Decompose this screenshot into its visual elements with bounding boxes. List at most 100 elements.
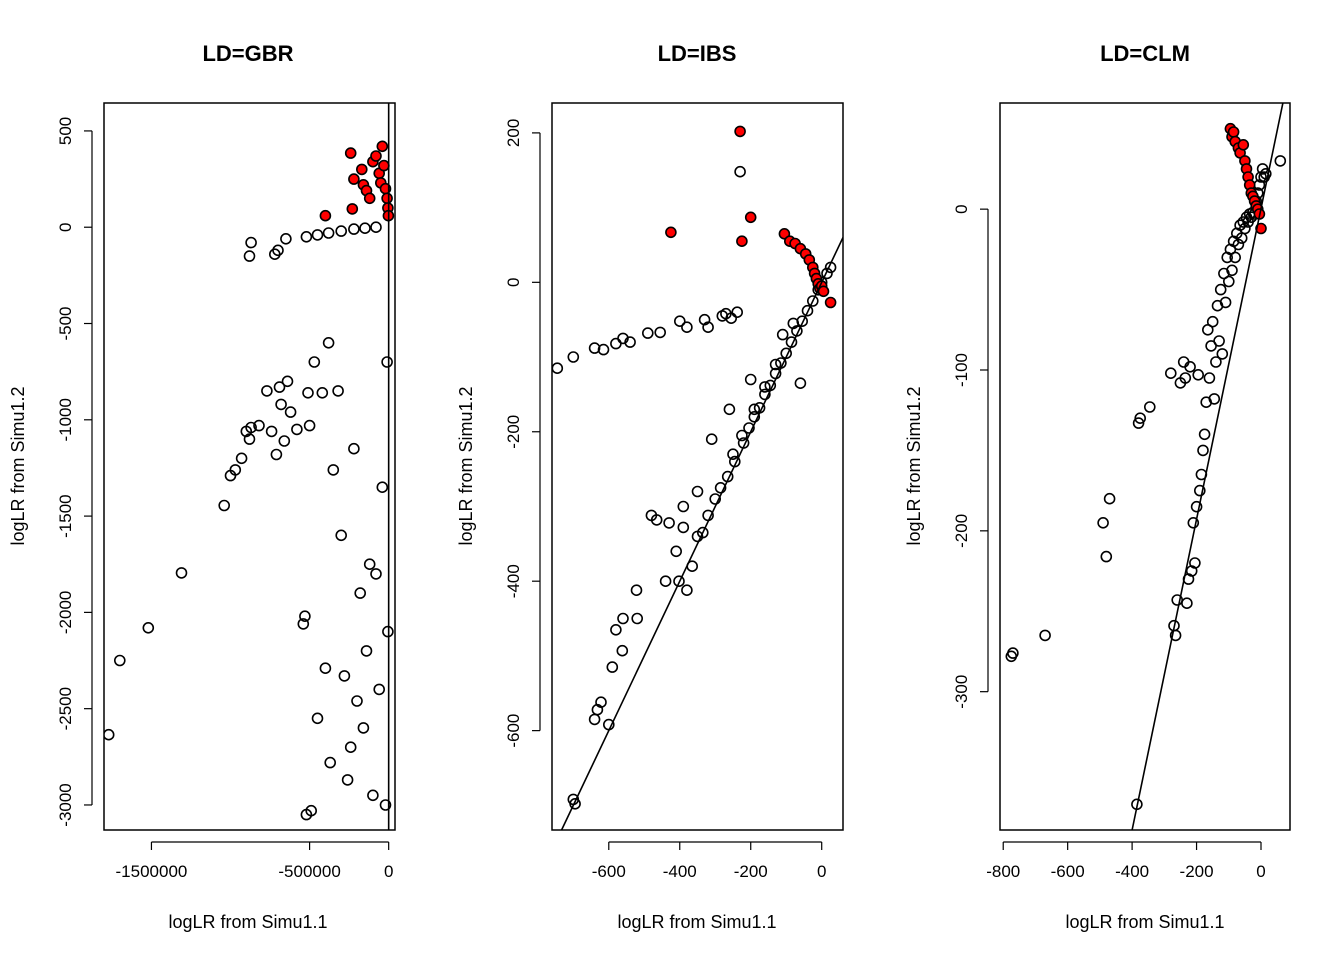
data-point	[659, 575, 672, 588]
x-tick-label: -400	[1115, 862, 1149, 881]
data-point	[681, 584, 693, 597]
data-point	[253, 419, 265, 432]
data-point	[243, 250, 256, 262]
data-point	[1239, 222, 1251, 235]
data-point	[235, 452, 248, 465]
highlight-point	[736, 235, 748, 247]
data-point	[175, 567, 188, 579]
data-point	[1274, 155, 1287, 167]
data-point	[303, 419, 316, 432]
x-tick-label: -800	[986, 862, 1020, 881]
data-point	[265, 425, 278, 438]
plot-area: -800 -600 -400 -200 0 0 -100 -200 -300	[952, 102, 1291, 881]
data-point	[348, 223, 360, 235]
highlight-point	[363, 192, 376, 205]
x-tick-label: -600	[1051, 862, 1085, 881]
data-point	[305, 804, 318, 817]
data-point	[567, 351, 580, 363]
data-point	[673, 575, 685, 588]
data-point	[245, 421, 257, 434]
highlight-point	[1255, 222, 1267, 235]
y-tick-label: -3000	[56, 783, 75, 826]
data-point	[734, 165, 746, 178]
highlight-point	[370, 150, 382, 162]
data-point	[370, 568, 382, 580]
reference-line	[560, 237, 843, 830]
y-axis-label: logLR from Simu1.2	[456, 386, 476, 545]
y-tick-label: -2000	[56, 591, 75, 634]
data-point	[743, 422, 755, 434]
data-point	[702, 321, 714, 334]
data-point	[327, 464, 340, 476]
data-point	[1190, 500, 1203, 513]
panel-clm: LD=CLM logLR from Simu1.1 logLR from Sim…	[904, 41, 1291, 932]
y-tick-label: 500	[56, 117, 75, 145]
highlight-point	[381, 192, 393, 205]
data-point	[1103, 492, 1116, 505]
data-point	[673, 315, 686, 328]
data-point	[363, 558, 376, 571]
data-point	[1192, 368, 1204, 381]
data-point	[300, 231, 313, 243]
data-point	[670, 545, 683, 558]
data-point	[351, 695, 363, 707]
data-point	[338, 670, 351, 682]
data-point	[1223, 275, 1235, 288]
chart-title: LD=IBS	[658, 41, 737, 66]
data-point	[229, 464, 242, 476]
data-point	[1189, 557, 1201, 569]
data-point	[341, 774, 354, 786]
data-point	[597, 343, 610, 356]
data-point	[281, 375, 294, 388]
data-point	[1197, 444, 1209, 457]
x-tick-label: 0	[1256, 862, 1265, 881]
plot-area: -1500000 -500000 0 500 0 -500 -1000 -1500 -2000 -…	[56, 102, 396, 881]
plot-marks	[104, 103, 395, 830]
data-point	[272, 244, 284, 257]
highlight-point	[348, 173, 360, 185]
x-tick-label: -200	[1180, 862, 1214, 881]
data-point	[731, 306, 744, 319]
data-point	[291, 423, 303, 436]
data-point	[1213, 335, 1225, 347]
data-point	[376, 481, 389, 494]
plot-area: -600 -400 -200 0 200 0 -200 -400 -600	[504, 102, 844, 881]
data-point	[218, 499, 230, 512]
data-point	[348, 442, 360, 455]
data-point	[616, 644, 629, 657]
data-point	[641, 327, 654, 339]
data-point	[280, 233, 292, 245]
data-point	[794, 377, 807, 390]
x-tick-label: -400	[663, 862, 697, 881]
x-tick-label: -200	[734, 862, 768, 881]
y-tick-label: -200	[952, 514, 971, 548]
data-point	[270, 448, 283, 461]
data-point	[104, 728, 115, 741]
data-point	[243, 433, 256, 445]
data-point	[261, 385, 273, 397]
highlight-point	[1237, 139, 1250, 151]
panel-gbr: LD=GBR logLR from Simu1.1 logLR from Sim…	[8, 41, 396, 932]
x-axis-label: logLR from Simu1.1	[168, 912, 327, 932]
data-point	[316, 386, 329, 399]
data-point	[725, 312, 738, 325]
data-point	[606, 661, 619, 673]
data-point	[357, 722, 370, 734]
data-point	[705, 433, 718, 446]
data-point	[1198, 428, 1211, 441]
data-point	[691, 485, 704, 498]
data-point	[273, 381, 286, 393]
highlight-point	[817, 285, 830, 298]
data-point	[344, 741, 357, 754]
data-point	[1210, 356, 1222, 368]
y-axis-label: logLR from Simu1.2	[8, 386, 28, 545]
data-point	[381, 356, 393, 368]
data-point	[631, 612, 644, 625]
data-point	[714, 481, 727, 494]
data-point	[1187, 516, 1200, 529]
y-tick-label: -600	[504, 714, 523, 748]
data-point	[370, 221, 382, 233]
data-point	[736, 429, 748, 442]
